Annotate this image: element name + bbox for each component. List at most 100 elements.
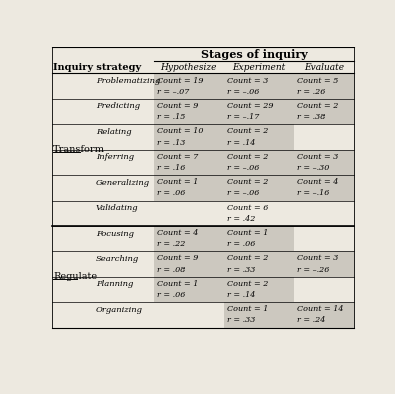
- Text: Count = 1: Count = 1: [157, 178, 198, 186]
- Bar: [224, 150, 293, 175]
- Bar: [52, 277, 154, 302]
- Bar: [154, 150, 224, 175]
- Text: Count = 3: Count = 3: [297, 153, 338, 161]
- Bar: [154, 226, 224, 251]
- Bar: [224, 175, 293, 201]
- Text: Problematizing: Problematizing: [96, 77, 160, 85]
- Text: Inquiry strategy: Inquiry strategy: [53, 63, 141, 72]
- Bar: [52, 61, 354, 73]
- Bar: [293, 124, 354, 150]
- Bar: [52, 99, 154, 124]
- Bar: [52, 73, 154, 99]
- Text: r = .15: r = .15: [157, 113, 186, 121]
- Text: Count = 4: Count = 4: [297, 178, 338, 186]
- Text: r = .06: r = .06: [157, 291, 186, 299]
- Text: r = –.07: r = –.07: [157, 88, 190, 96]
- Text: Validating: Validating: [96, 204, 139, 212]
- Bar: [293, 226, 354, 251]
- Bar: [154, 99, 224, 124]
- Bar: [224, 226, 293, 251]
- Bar: [154, 124, 224, 150]
- Bar: [52, 302, 154, 327]
- Text: r = .38: r = .38: [297, 113, 325, 121]
- Bar: [224, 73, 293, 99]
- Bar: [293, 150, 354, 175]
- Text: r = .22: r = .22: [157, 240, 186, 248]
- Bar: [154, 73, 224, 99]
- Text: Count = 3: Count = 3: [227, 76, 268, 85]
- Bar: [293, 302, 354, 327]
- Bar: [293, 175, 354, 201]
- Bar: [293, 251, 354, 277]
- Text: r = .14: r = .14: [227, 291, 255, 299]
- Text: Count = 1: Count = 1: [227, 305, 268, 313]
- Bar: [154, 251, 224, 277]
- Text: r = .26: r = .26: [297, 88, 325, 96]
- Text: r = .13: r = .13: [157, 139, 186, 147]
- Bar: [224, 201, 293, 226]
- Bar: [224, 302, 293, 327]
- Text: Experiment: Experiment: [232, 63, 285, 72]
- Text: Count = 29: Count = 29: [227, 102, 273, 110]
- Bar: [52, 47, 354, 61]
- Text: r = .14: r = .14: [227, 139, 255, 147]
- Text: r = .06: r = .06: [157, 190, 186, 197]
- Text: Focusing: Focusing: [96, 230, 134, 238]
- Text: Count = 1: Count = 1: [227, 229, 268, 237]
- Bar: [52, 124, 154, 150]
- Bar: [224, 124, 293, 150]
- Bar: [154, 201, 224, 226]
- Bar: [293, 201, 354, 226]
- Bar: [154, 277, 224, 302]
- Text: Inferring: Inferring: [96, 153, 134, 161]
- Bar: [52, 150, 154, 175]
- Text: r = –.06: r = –.06: [227, 88, 259, 96]
- Text: Count = 1: Count = 1: [157, 280, 198, 288]
- Text: r = –.16: r = –.16: [297, 190, 329, 197]
- Bar: [154, 175, 224, 201]
- Text: Count = 2: Count = 2: [227, 153, 268, 161]
- Text: r = –.26: r = –.26: [297, 266, 329, 273]
- Text: Count = 7: Count = 7: [157, 153, 198, 161]
- Text: r = .08: r = .08: [157, 266, 186, 273]
- Bar: [52, 175, 154, 201]
- Text: Evaluate: Evaluate: [304, 63, 344, 72]
- Text: Regulate: Regulate: [53, 272, 98, 281]
- Bar: [154, 302, 224, 327]
- Text: Count = 2: Count = 2: [227, 255, 268, 262]
- Text: Stages of inquiry: Stages of inquiry: [201, 49, 307, 60]
- Text: r = .33: r = .33: [227, 316, 255, 324]
- Text: Count = 9: Count = 9: [157, 255, 198, 262]
- Text: Generalizing: Generalizing: [96, 179, 150, 187]
- Bar: [293, 277, 354, 302]
- Bar: [52, 201, 154, 226]
- Text: r = .42: r = .42: [227, 215, 255, 223]
- Text: r = .24: r = .24: [297, 316, 325, 324]
- Text: r = .33: r = .33: [227, 266, 255, 273]
- Text: Count = 6: Count = 6: [227, 204, 268, 212]
- Text: Searching: Searching: [96, 255, 139, 263]
- Text: Count = 2: Count = 2: [227, 178, 268, 186]
- Bar: [224, 251, 293, 277]
- Bar: [224, 99, 293, 124]
- Text: Count = 9: Count = 9: [157, 102, 198, 110]
- Text: Count = 2: Count = 2: [227, 127, 268, 136]
- Text: r = –.17: r = –.17: [227, 113, 259, 121]
- Text: r = .06: r = .06: [227, 240, 255, 248]
- Text: Count = 10: Count = 10: [157, 127, 203, 136]
- Text: r = –.06: r = –.06: [227, 190, 259, 197]
- Text: Predicting: Predicting: [96, 102, 140, 110]
- Text: Count = 4: Count = 4: [157, 229, 198, 237]
- Text: Count = 19: Count = 19: [157, 76, 203, 85]
- Text: Count = 14: Count = 14: [297, 305, 343, 313]
- Text: Hypothesize: Hypothesize: [161, 63, 217, 72]
- Bar: [52, 226, 154, 251]
- Bar: [224, 277, 293, 302]
- Text: Count = 2: Count = 2: [227, 280, 268, 288]
- Bar: [293, 73, 354, 99]
- Text: Count = 5: Count = 5: [297, 76, 338, 85]
- Bar: [293, 99, 354, 124]
- Text: r = –.30: r = –.30: [297, 164, 329, 172]
- Text: r = –.06: r = –.06: [227, 164, 259, 172]
- Text: Relating: Relating: [96, 128, 132, 136]
